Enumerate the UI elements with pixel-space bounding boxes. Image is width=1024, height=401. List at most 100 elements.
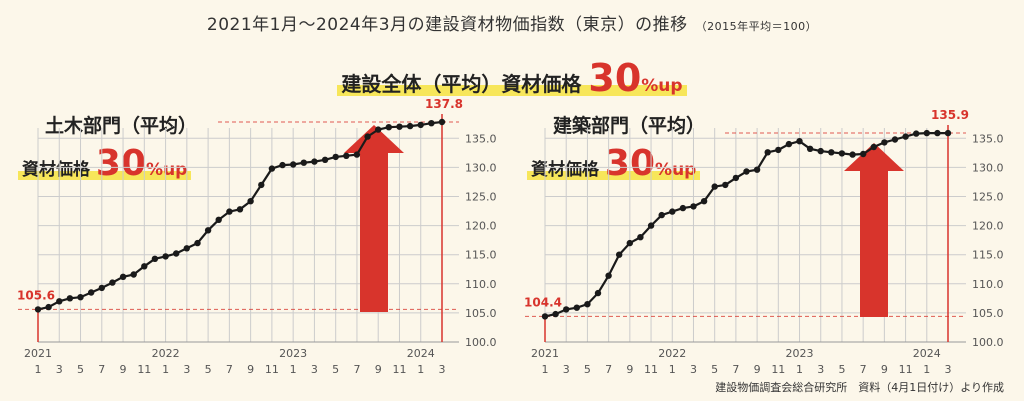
chart-building: 100.0 105.0 110.0 115.0 120.0 125.0 130.0 135.0… (524, 108, 1003, 376)
title-note: （2015年平均＝100） (695, 20, 818, 33)
x-tick-label: 3 (311, 363, 318, 376)
y-tick-label: 120.0 (972, 220, 1004, 233)
data-point (785, 140, 793, 148)
data-point (669, 208, 676, 215)
data-point (77, 294, 84, 301)
data-point (605, 272, 612, 279)
data-point (396, 123, 403, 130)
x-year-label: 2021 (24, 347, 52, 360)
data-point (290, 161, 297, 168)
data-point (828, 149, 835, 156)
x-tick-label: 3 (945, 363, 952, 376)
x-tick-label: 11 (137, 363, 151, 376)
data-point (215, 216, 222, 223)
x-tick-label: 7 (353, 363, 360, 376)
x-tick-label: 5 (205, 363, 212, 376)
x-tick-label: 1 (542, 363, 549, 376)
start-value-label: 105.6 (17, 288, 55, 302)
data-point (658, 211, 665, 219)
data-point (130, 271, 137, 278)
data-point (870, 143, 877, 151)
data-point (541, 313, 549, 320)
increase-arrow-icon (844, 143, 904, 317)
data-point (679, 204, 687, 212)
y-tick-label: 130.0 (465, 161, 497, 174)
x-tick-label: 9 (881, 363, 888, 376)
data-point (332, 153, 339, 161)
panel-sub-civil-value: 30 (95, 143, 147, 184)
data-point (700, 198, 708, 205)
data-point (764, 149, 771, 156)
data-point (881, 139, 888, 146)
headline-prefix: 建設全体（平均）資材価格 (341, 72, 582, 96)
x-tick-label: 3 (56, 363, 63, 376)
x-tick-label: 3 (690, 363, 697, 376)
y-tick-label: 120.0 (465, 220, 497, 233)
data-point (417, 121, 424, 129)
x-tick-label: 7 (98, 363, 105, 376)
x-tick-label: 9 (754, 363, 761, 376)
panel-sub-civil-highlight: 資材価格 30%up (18, 143, 192, 184)
x-tick-label: 5 (711, 363, 718, 376)
y-tick-label: 105.0 (972, 307, 1004, 320)
panel-sub-building-suffix: %up (655, 160, 697, 180)
data-point (98, 284, 106, 292)
headline-highlight: 建設全体（平均）資材価格 30%up (337, 56, 687, 100)
data-point (594, 289, 602, 297)
x-tick-label: 1 (417, 363, 424, 376)
headline-value: 30 (588, 56, 642, 100)
x-tick-label: 1 (35, 363, 42, 376)
y-tick-label: 125.0 (465, 190, 497, 203)
x-tick-label: 3 (183, 363, 190, 376)
x-tick-label: 5 (584, 363, 591, 376)
end-value-label: 137.8 (425, 97, 463, 111)
data-point (385, 124, 392, 131)
data-point (616, 251, 623, 258)
increase-arrow-icon (344, 125, 404, 312)
y-tick-label: 135.0 (972, 132, 1004, 145)
y-tick-label: 115.0 (972, 249, 1004, 262)
data-point (817, 147, 824, 155)
start-value-label: 104.4 (524, 295, 562, 309)
x-tick-label: 9 (626, 363, 633, 376)
main-title-text: 2021年1月〜2024年3月の建設資材物価指数（東京）の推移 (206, 15, 688, 35)
data-point (563, 306, 570, 313)
data-point (236, 206, 244, 213)
data-point (268, 165, 276, 172)
data-point (711, 183, 718, 190)
x-year-label: 2024 (407, 347, 435, 360)
x-tick-label: 3 (563, 363, 570, 376)
x-tick-label: 11 (392, 363, 406, 376)
data-point (934, 129, 941, 137)
y-tick-label: 105.0 (465, 307, 497, 320)
panel-sub-civil-suffix: %up (146, 160, 188, 180)
x-tick-label: 11 (771, 363, 785, 376)
x-year-label: 2023 (279, 347, 307, 360)
data-point (226, 208, 233, 215)
x-tick-label: 1 (290, 363, 297, 376)
data-point (428, 120, 435, 127)
data-point (375, 126, 382, 133)
data-point (647, 222, 655, 229)
panel-sub-building-prefix: 資材価格 (531, 160, 599, 180)
y-tick-label: 125.0 (972, 190, 1004, 203)
x-tick-label: 5 (77, 363, 84, 376)
data-point (944, 129, 952, 137)
data-point (66, 295, 74, 302)
data-point (109, 279, 116, 286)
data-point (56, 298, 63, 305)
data-point (204, 227, 212, 234)
data-point (321, 156, 329, 163)
panel-title-civil: 土木部門（平均） (45, 115, 198, 137)
data-point (247, 198, 254, 205)
y-tick-label: 135.0 (465, 132, 497, 145)
data-point (353, 151, 361, 158)
data-point (279, 161, 286, 169)
y-tick-label: 110.0 (972, 278, 1004, 291)
x-tick-label: 1 (923, 363, 930, 376)
data-point (406, 122, 414, 130)
x-tick-label: 7 (732, 363, 739, 376)
data-point (923, 129, 930, 137)
x-tick-label: 7 (605, 363, 612, 376)
